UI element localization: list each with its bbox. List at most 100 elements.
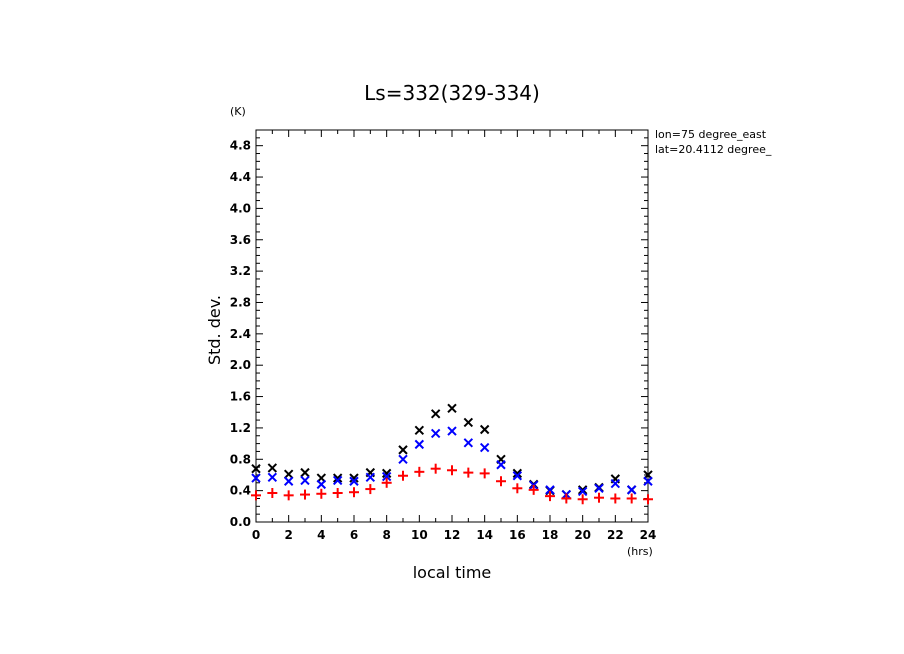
- data-point-stroke: [267, 472, 278, 483]
- data-point: [447, 465, 457, 476]
- x-tick-label: 14: [476, 528, 493, 542]
- data-point: [381, 471, 392, 482]
- data-point: [545, 491, 555, 502]
- y-tick-label: 0.0: [230, 515, 251, 529]
- data-point: [512, 483, 523, 494]
- data-point: [610, 478, 621, 489]
- data-point: [643, 494, 653, 505]
- data-point: [300, 475, 310, 486]
- annotation-lon: lon=75 degree_east: [655, 128, 767, 141]
- data-point: [463, 417, 474, 428]
- x-tick-label: 0: [252, 528, 260, 542]
- data-point: [414, 466, 425, 477]
- data-point-stroke: [545, 485, 555, 495]
- data-point: [398, 470, 408, 481]
- data-point-stroke: [430, 428, 441, 439]
- data-point: [251, 473, 261, 483]
- y-axis-label: Std. dev.: [205, 295, 224, 365]
- data-point: [545, 485, 555, 495]
- x-tick-label: 20: [574, 528, 591, 542]
- data-point: [594, 492, 604, 503]
- data-point-stroke: [267, 463, 278, 473]
- y-tick-label: 2.0: [230, 358, 251, 372]
- data-point: [398, 454, 408, 464]
- data-point: [300, 489, 310, 500]
- data-point: [332, 475, 343, 486]
- data-point-stroke: [349, 476, 359, 486]
- data-point-stroke: [610, 478, 621, 489]
- chart-title: Ls=332(329-334): [364, 81, 540, 105]
- data-point: [251, 490, 261, 501]
- data-point-stroke: [577, 486, 588, 497]
- x-tick-label: 18: [542, 528, 559, 542]
- data-point: [349, 473, 359, 483]
- data-point-stroke: [365, 472, 376, 483]
- data-point: [577, 494, 588, 505]
- data-point: [479, 442, 490, 453]
- data-point: [267, 472, 278, 483]
- data-point-stroke: [300, 467, 310, 478]
- x-tick-label: 2: [284, 528, 292, 542]
- data-point-stroke: [251, 463, 261, 474]
- data-point: [316, 479, 327, 490]
- y-unit-label: (K): [230, 105, 246, 118]
- data-point-stroke: [447, 403, 457, 414]
- data-point: [512, 471, 523, 481]
- data-point-stroke: [414, 425, 425, 435]
- data-point: [626, 493, 637, 504]
- y-tick-label: 4.4: [230, 170, 251, 184]
- data-point: [414, 439, 425, 450]
- x-tick-label: 6: [350, 528, 358, 542]
- data-point-stroke: [626, 485, 637, 495]
- data-point-stroke: [496, 460, 506, 470]
- data-point-stroke: [430, 409, 441, 419]
- data-point-stroke: [463, 438, 474, 448]
- data-point-stroke: [283, 476, 294, 486]
- plot-frame: [255, 129, 649, 523]
- y-tick-label: 1.2: [230, 421, 251, 435]
- data-point: [381, 468, 392, 479]
- y-tick-label: 2.4: [230, 327, 251, 341]
- data-point: [283, 476, 294, 486]
- data-point-stroke: [381, 468, 392, 479]
- data-point: [365, 484, 376, 495]
- data-point-stroke: [447, 426, 457, 436]
- data-point: [430, 409, 441, 419]
- x-tick-label: 4: [317, 528, 325, 542]
- data-point: [283, 469, 294, 479]
- data-point-stroke: [332, 473, 343, 483]
- data-point-stroke: [479, 442, 490, 453]
- data-point: [283, 490, 294, 501]
- data-point: [332, 473, 343, 483]
- data-point-stroke: [594, 483, 604, 493]
- x-tick-label: 10: [411, 528, 428, 542]
- data-point-stroke: [643, 476, 653, 486]
- data-point-stroke: [349, 473, 359, 483]
- data-point: [447, 426, 457, 436]
- x-tick-label: 12: [444, 528, 461, 542]
- data-point: [349, 476, 359, 486]
- data-point: [349, 487, 359, 498]
- data-point-stroke: [414, 439, 425, 450]
- data-point-stroke: [463, 417, 474, 428]
- data-point: [463, 438, 474, 448]
- data-point: [496, 476, 506, 487]
- y-tick-label: 4.8: [230, 139, 251, 153]
- data-point-stroke: [512, 471, 523, 481]
- data-point: [267, 463, 278, 473]
- data-point: [577, 486, 588, 497]
- marks-layer: [251, 403, 653, 505]
- data-point: [414, 425, 425, 435]
- data-point: [300, 467, 310, 478]
- y-tick-label: 4.0: [230, 201, 251, 215]
- data-point: [251, 463, 261, 474]
- y-tick-label: 2.8: [230, 295, 251, 309]
- x-tick-label: 16: [509, 528, 526, 542]
- data-point-stroke: [316, 479, 327, 490]
- axes-layer: 0 2 4 6 8 10 12 14 16 18 20 22 240.00.40.81.21.62.02…: [230, 129, 656, 542]
- data-point: [528, 484, 539, 495]
- data-point: [479, 468, 490, 479]
- data-point-stroke: [512, 468, 523, 479]
- y-tick-label: 0.4: [230, 484, 251, 498]
- data-point: [381, 477, 392, 488]
